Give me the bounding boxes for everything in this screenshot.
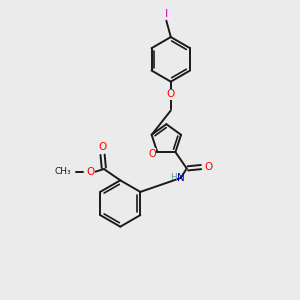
Text: O: O [167,89,175,99]
Text: I: I [165,9,168,19]
Text: CH₃: CH₃ [54,167,71,176]
Text: O: O [205,162,213,172]
Text: N: N [177,173,185,183]
Text: O: O [98,142,106,152]
Text: O: O [86,167,95,177]
Text: O: O [148,148,156,159]
Text: H: H [170,173,176,182]
